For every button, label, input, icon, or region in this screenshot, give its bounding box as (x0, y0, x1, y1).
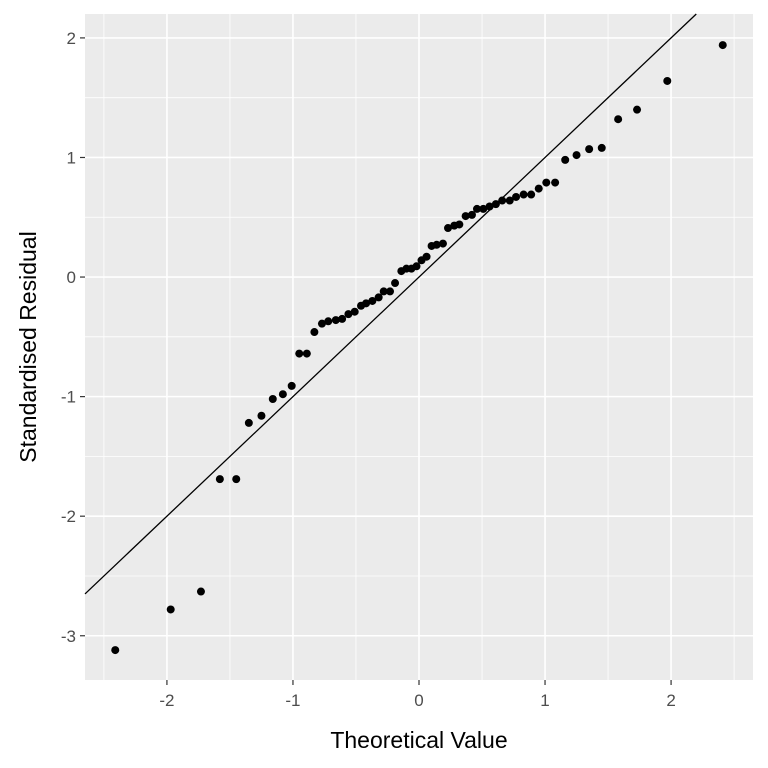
data-point (244, 418, 253, 427)
y-tick-label: -1 (61, 388, 76, 407)
data-point (597, 143, 606, 152)
x-tick-label: 0 (414, 691, 423, 710)
data-point (505, 196, 514, 205)
x-tick-label: -1 (285, 691, 300, 710)
data-point (268, 395, 277, 404)
data-point (166, 605, 175, 614)
data-point (512, 192, 521, 201)
y-tick-label: -2 (61, 507, 76, 526)
y-tick-label: 1 (67, 148, 76, 167)
data-point (317, 319, 326, 328)
y-tick-label: 0 (67, 268, 76, 287)
data-point (467, 210, 476, 219)
data-point (438, 239, 447, 248)
data-point (374, 293, 383, 302)
data-point (585, 145, 594, 154)
x-tick-label: 1 (540, 691, 549, 710)
x-tick-label: -2 (159, 691, 174, 710)
data-point (551, 178, 560, 187)
data-point (491, 200, 500, 209)
data-point (443, 224, 452, 233)
data-point (527, 190, 536, 199)
data-point (542, 178, 551, 187)
data-point (362, 299, 371, 308)
y-axis-ticks: -3 -2 -1 0 1 2 (61, 29, 85, 646)
data-point (344, 310, 353, 319)
data-point (302, 349, 311, 358)
data-point (663, 76, 672, 85)
data-point (519, 190, 528, 199)
data-point (614, 115, 623, 124)
data-point (718, 41, 727, 50)
data-point (215, 475, 224, 484)
data-point (287, 381, 296, 390)
reference-line-layer (84, 13, 697, 595)
data-point (432, 240, 441, 249)
data-point (331, 316, 340, 325)
data-point (196, 587, 205, 596)
data-point (324, 317, 333, 326)
data-point (485, 202, 494, 211)
x-axis-title: Theoretical Value (330, 727, 507, 753)
major-gridlines (85, 14, 753, 680)
data-point (461, 212, 470, 221)
data-point (633, 105, 642, 114)
data-point (498, 196, 507, 205)
data-point (412, 262, 421, 271)
data-point (278, 390, 287, 399)
reference-line (84, 13, 697, 595)
data-point (391, 279, 400, 288)
data-point (310, 328, 319, 337)
points-layer (111, 41, 727, 655)
data-point (534, 184, 543, 193)
data-point (111, 646, 120, 655)
data-point (572, 151, 581, 160)
data-point (295, 349, 304, 358)
y-tick-label: 2 (67, 29, 76, 48)
data-point (455, 220, 464, 229)
data-point (350, 307, 359, 316)
x-tick-label: 2 (666, 691, 675, 710)
data-point (479, 204, 488, 213)
y-tick-label: -3 (61, 627, 76, 646)
x-axis-ticks: -2 -1 0 1 2 (159, 680, 676, 710)
data-point (386, 287, 395, 296)
data-point (379, 287, 388, 296)
data-point (368, 296, 377, 305)
data-point (472, 204, 481, 213)
data-point (232, 475, 241, 484)
data-point (257, 411, 266, 420)
data-point (338, 314, 347, 323)
y-axis-title: Standardised Residual (15, 231, 41, 462)
data-point (422, 252, 431, 261)
data-point (561, 155, 570, 164)
